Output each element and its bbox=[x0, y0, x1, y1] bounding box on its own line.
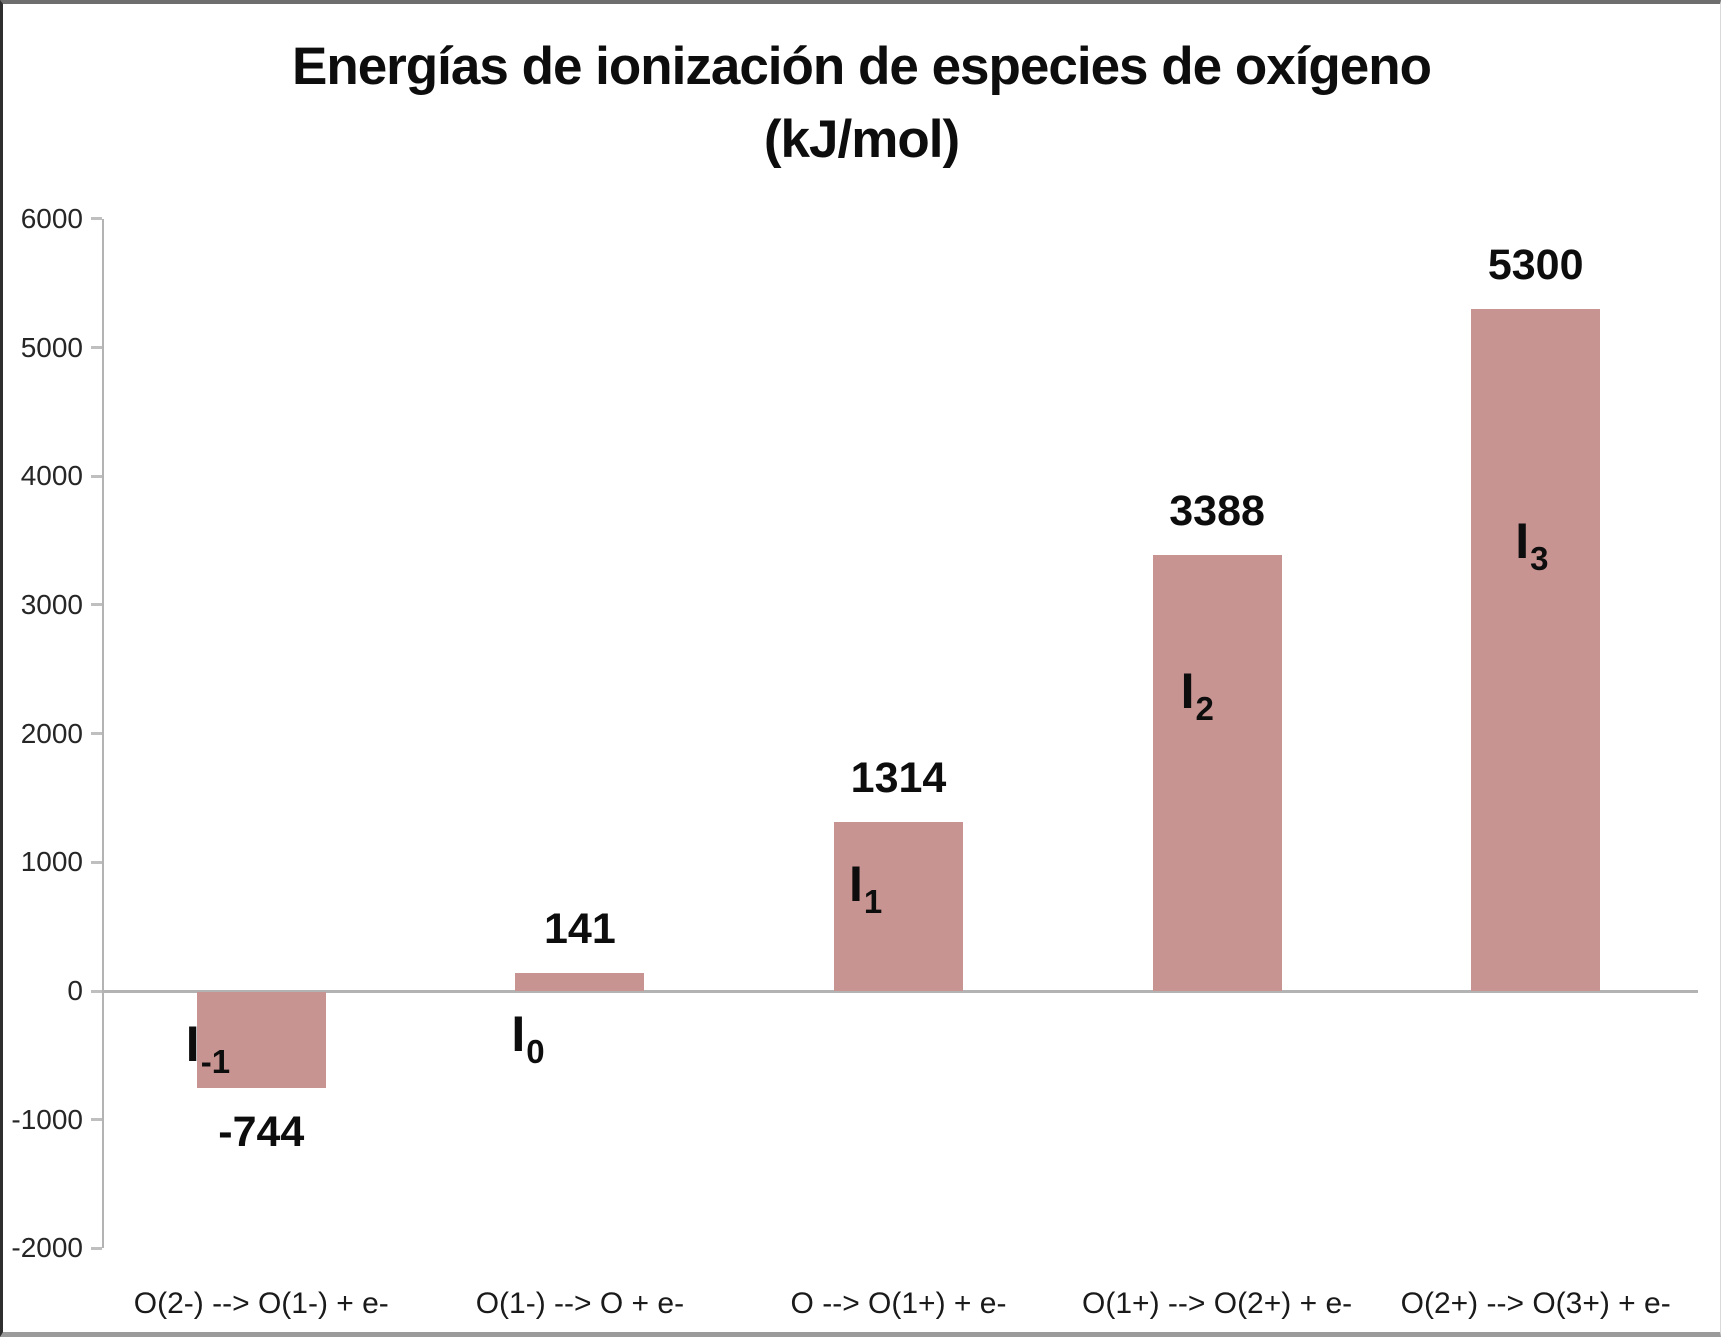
y-tick bbox=[91, 603, 102, 607]
bar-value-label: 5300 bbox=[1487, 240, 1584, 289]
x-category-label: O(1+) --> O(2+) + e- bbox=[1082, 1287, 1353, 1320]
y-tick-label: 0 bbox=[67, 975, 83, 1006]
bar bbox=[196, 992, 326, 1088]
bar-series-label: I0 bbox=[511, 1006, 545, 1070]
series-label-subscript: 2 bbox=[1195, 689, 1214, 727]
series-label-subscript: 3 bbox=[1530, 539, 1549, 577]
series-label-base: I bbox=[1515, 512, 1530, 569]
x-category-label: O(2+) --> O(3+) + e- bbox=[1400, 1287, 1671, 1320]
x-category-label: O(2-) --> O(1-) + e- bbox=[133, 1287, 389, 1320]
y-tick-label: 2000 bbox=[20, 717, 83, 749]
chart-subtitle: (kJ/mol) bbox=[763, 110, 960, 169]
series-label-subscript: -1 bbox=[200, 1043, 231, 1080]
y-tick-label: 5000 bbox=[20, 331, 83, 363]
bar bbox=[515, 972, 645, 991]
series-label-base: I bbox=[185, 1016, 200, 1072]
y-axis-line bbox=[102, 218, 104, 1249]
y-tick-label: 4000 bbox=[20, 460, 83, 492]
y-tick bbox=[91, 346, 102, 349]
bar-series-label: I-1 bbox=[185, 1016, 231, 1080]
y-tick bbox=[91, 1246, 102, 1250]
y-tick bbox=[91, 989, 102, 993]
y-tick bbox=[91, 732, 102, 736]
bar-series-label: I2 bbox=[1180, 662, 1214, 727]
y-tick-label: -1000 bbox=[11, 1103, 83, 1135]
bar-value-label: 3388 bbox=[1169, 486, 1265, 535]
series-label-subscript: 0 bbox=[526, 1033, 545, 1070]
y-tick-label: 1000 bbox=[20, 846, 83, 878]
x-category-label: O --> O(1+) + e- bbox=[790, 1287, 1007, 1320]
bar-value-label: 1314 bbox=[850, 753, 947, 802]
series-label-base: I bbox=[849, 856, 863, 913]
series-label-base: I bbox=[1180, 662, 1195, 719]
y-tick bbox=[91, 860, 102, 864]
y-tick-label: 3000 bbox=[20, 588, 83, 620]
bar-value-label: -744 bbox=[218, 1107, 305, 1156]
chart-title: Energías de ionización de especies de ox… bbox=[291, 37, 1432, 96]
x-category-label: O(1-) --> O + e- bbox=[475, 1287, 685, 1320]
y-tick bbox=[91, 217, 102, 221]
y-tick bbox=[91, 1118, 102, 1122]
chart-title-block: Energías de ionización de especies de ox… bbox=[3, 30, 1720, 176]
y-tick bbox=[91, 474, 102, 478]
series-label-subscript: 1 bbox=[863, 883, 883, 921]
bar bbox=[1152, 554, 1282, 991]
bar bbox=[834, 821, 963, 991]
series-label-base: I bbox=[511, 1006, 526, 1062]
zero-line bbox=[102, 990, 1698, 993]
bar bbox=[1471, 308, 1601, 991]
bar-series-label: I1 bbox=[849, 856, 883, 921]
bar-value-label: 141 bbox=[544, 904, 616, 953]
bar-series-label: I3 bbox=[1515, 512, 1549, 577]
y-tick-label: 6000 bbox=[20, 202, 83, 234]
y-tick-label: -2000 bbox=[11, 1232, 83, 1264]
